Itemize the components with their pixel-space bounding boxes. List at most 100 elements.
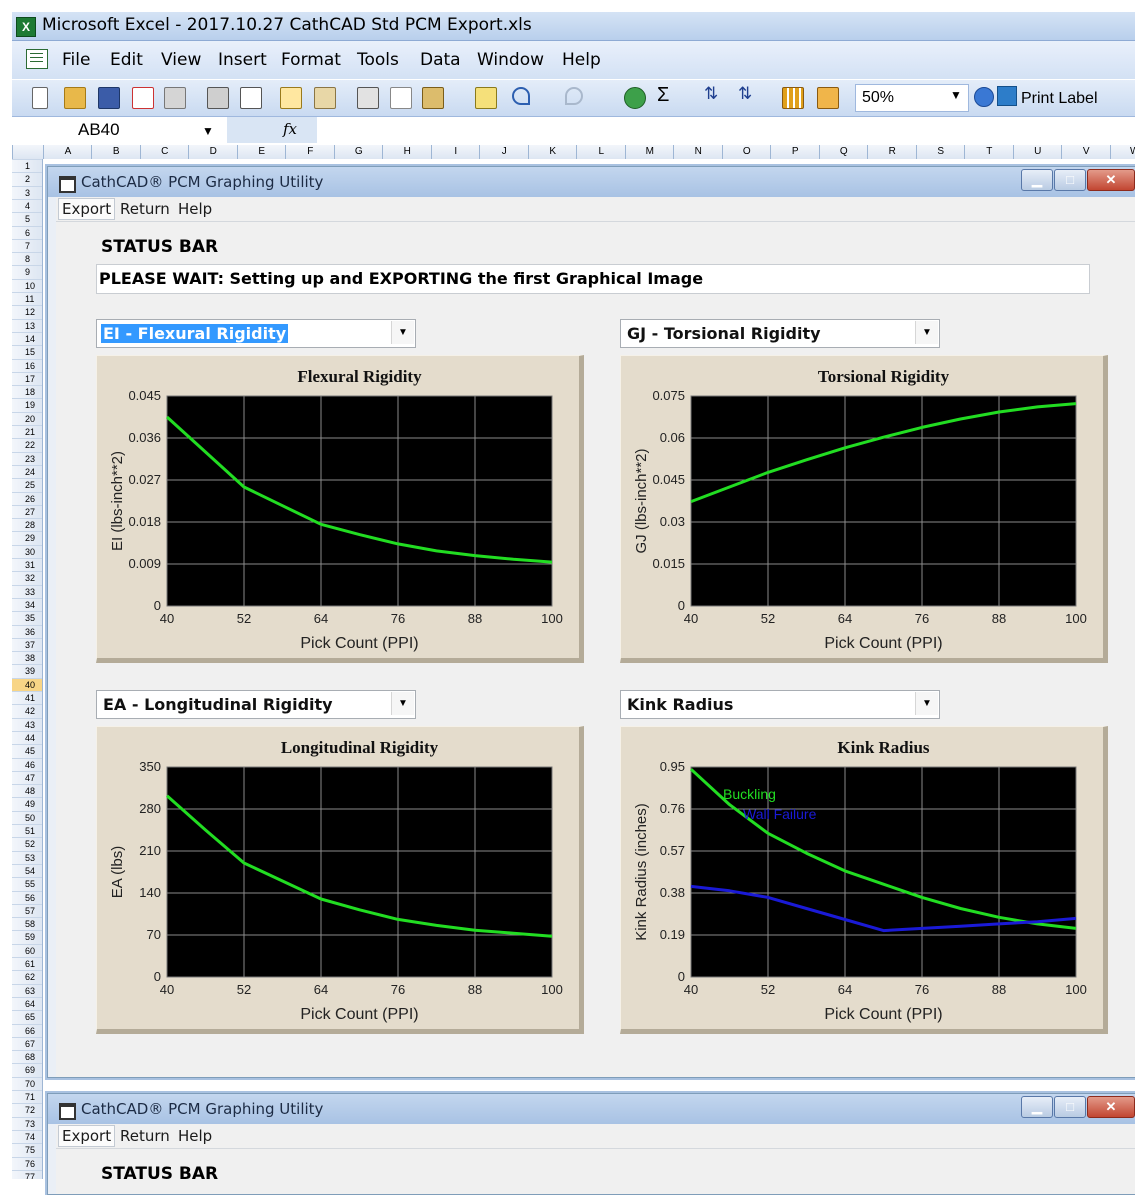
row-header[interactable]: 43 (12, 718, 42, 731)
row-header[interactable]: 14 (12, 332, 42, 345)
menu-help[interactable]: Help (178, 200, 212, 218)
menu-insert[interactable]: Insert (218, 50, 267, 70)
row-header[interactable]: 54 (12, 864, 42, 877)
minimize-button[interactable]: ▁ (1021, 1096, 1053, 1118)
row-header[interactable]: 12 (12, 305, 42, 318)
row-header[interactable]: 40 (12, 678, 42, 691)
new-icon[interactable] (32, 87, 48, 109)
row-header[interactable]: 30 (12, 545, 42, 558)
row-header[interactable]: 48 (12, 784, 42, 797)
menu-return[interactable]: Return (120, 1127, 170, 1145)
row-header[interactable]: 20 (12, 412, 42, 425)
column-header[interactable]: F (285, 145, 335, 159)
format-painter-icon[interactable] (475, 87, 497, 109)
row-header[interactable]: 17 (12, 372, 42, 385)
column-header[interactable]: D (188, 145, 238, 159)
spelling-icon[interactable] (280, 87, 302, 109)
column-header[interactable]: R (867, 145, 917, 159)
row-header[interactable]: 41 (12, 691, 42, 704)
menu-view[interactable]: View (161, 50, 201, 70)
row-header[interactable]: 31 (12, 558, 42, 571)
row-header[interactable]: 45 (12, 744, 42, 757)
row-header[interactable]: 72 (12, 1103, 42, 1116)
chevron-down-icon[interactable]: ▼ (202, 124, 214, 138)
row-header[interactable]: 47 (12, 771, 42, 784)
row-header[interactable]: 2 (12, 172, 42, 185)
chevron-down-icon[interactable]: ▼ (391, 692, 414, 715)
row-header[interactable]: 18 (12, 385, 42, 398)
print-icon[interactable] (207, 87, 229, 109)
row-header[interactable]: 75 (12, 1143, 42, 1156)
copy-icon[interactable] (390, 87, 412, 109)
column-header[interactable]: J (479, 145, 529, 159)
chevron-down-icon[interactable]: ▼ (915, 321, 938, 344)
column-header[interactable]: B (91, 145, 141, 159)
paste-icon[interactable] (422, 87, 444, 109)
email-icon[interactable] (164, 87, 186, 109)
row-header[interactable]: 67 (12, 1037, 42, 1050)
row-header[interactable]: 33 (12, 585, 42, 598)
menu-window[interactable]: Window (477, 50, 544, 70)
chevron-down-icon[interactable]: ▼ (950, 88, 962, 102)
row-header[interactable]: 24 (12, 465, 42, 478)
chart1-combo[interactable]: EI - Flexural Rigidity ▼ (96, 319, 416, 348)
row-header[interactable]: 10 (12, 279, 42, 292)
maximize-button[interactable]: □ (1054, 169, 1086, 191)
row-header[interactable]: 38 (12, 651, 42, 664)
undo-icon[interactable] (512, 87, 530, 105)
row-header[interactable]: 11 (12, 292, 42, 305)
redo-icon[interactable] (565, 87, 583, 105)
row-header[interactable]: 16 (12, 359, 42, 372)
sort-ascending-icon[interactable]: ⇅ (704, 84, 718, 104)
row-header[interactable]: 71 (12, 1090, 42, 1103)
row-header[interactable]: 68 (12, 1050, 42, 1063)
row-header[interactable]: 5 (12, 212, 42, 225)
permission-icon[interactable] (132, 87, 154, 109)
autosum-icon[interactable]: Σ (657, 84, 669, 104)
menu-file[interactable]: File (62, 50, 90, 70)
row-header[interactable]: 55 (12, 877, 42, 890)
column-header[interactable]: T (964, 145, 1014, 159)
menu-tools[interactable]: Tools (357, 50, 399, 70)
row-header[interactable]: 58 (12, 917, 42, 930)
column-header[interactable]: A (43, 145, 92, 159)
row-header[interactable]: 22 (12, 438, 42, 451)
column-header[interactable]: I (431, 145, 481, 159)
open-icon[interactable] (64, 87, 86, 109)
row-header[interactable]: 23 (12, 452, 42, 465)
menu-return[interactable]: Return (120, 200, 170, 218)
row-header[interactable]: 32 (12, 571, 42, 584)
row-header[interactable]: 64 (12, 997, 42, 1010)
chart4-combo[interactable]: Kink Radius ▼ (620, 690, 940, 719)
column-header[interactable]: O (722, 145, 772, 159)
cut-icon[interactable] (357, 87, 379, 109)
row-header[interactable]: 62 (12, 970, 42, 983)
row-header[interactable]: 15 (12, 345, 42, 358)
column-header[interactable]: W (1110, 145, 1135, 159)
minimize-button[interactable]: ▁ (1021, 169, 1053, 191)
chevron-down-icon[interactable]: ▼ (915, 692, 938, 715)
row-header[interactable]: 37 (12, 638, 42, 651)
select-all-corner[interactable] (12, 145, 43, 159)
menu-export[interactable]: Export (58, 1125, 115, 1147)
row-header[interactable]: 53 (12, 851, 42, 864)
row-header[interactable]: 59 (12, 930, 42, 943)
chevron-down-icon[interactable]: ▼ (391, 321, 414, 344)
row-header[interactable]: 44 (12, 731, 42, 744)
menu-help[interactable]: Help (562, 50, 601, 70)
menu-edit[interactable]: Edit (110, 50, 143, 70)
row-header[interactable]: 27 (12, 505, 42, 518)
column-header[interactable]: V (1061, 145, 1111, 159)
row-header[interactable]: 77 (12, 1170, 42, 1179)
row-header[interactable]: 61 (12, 957, 42, 970)
menu-format[interactable]: Format (281, 50, 341, 70)
column-header[interactable]: H (382, 145, 432, 159)
menu-export[interactable]: Export (58, 198, 115, 220)
row-header[interactable]: 3 (12, 186, 42, 199)
row-header[interactable]: 50 (12, 811, 42, 824)
menu-help[interactable]: Help (178, 1127, 212, 1145)
print-label-button[interactable]: Print Label (997, 86, 1098, 108)
row-header[interactable]: 74 (12, 1130, 42, 1143)
row-header[interactable]: 28 (12, 518, 42, 531)
row-header[interactable]: 65 (12, 1010, 42, 1023)
